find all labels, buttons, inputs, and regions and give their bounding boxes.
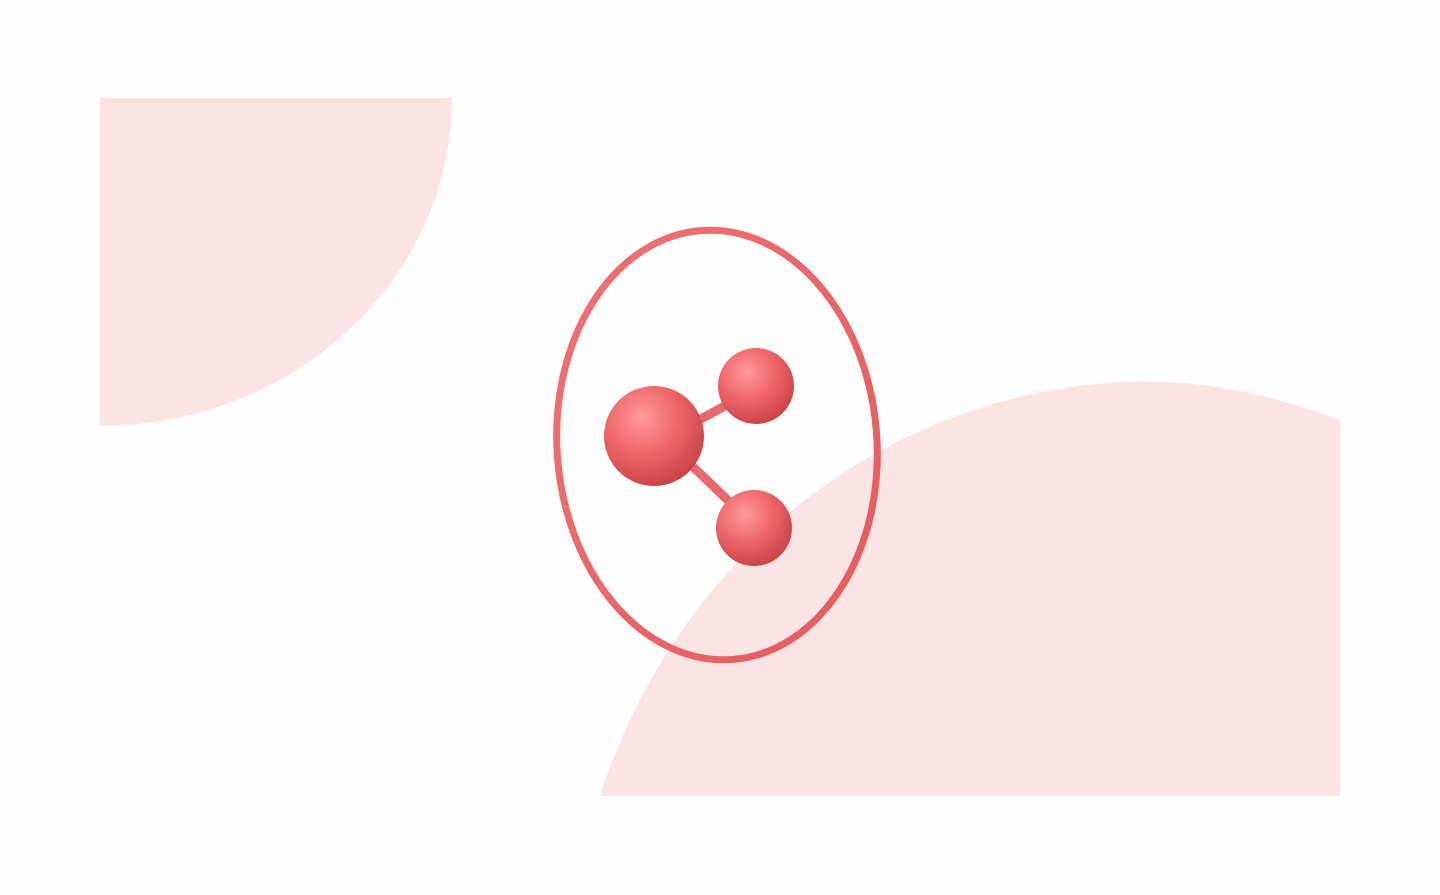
background-shapes: [100, 98, 1340, 796]
illustration-card: [100, 98, 1340, 796]
share-node-main: [604, 386, 704, 486]
share-node-top: [718, 348, 794, 424]
bottom-right-blob: [600, 381, 1340, 796]
top-left-blob: [100, 98, 452, 426]
ring-outline: [553, 226, 881, 664]
share-node-bottom: [716, 490, 792, 566]
